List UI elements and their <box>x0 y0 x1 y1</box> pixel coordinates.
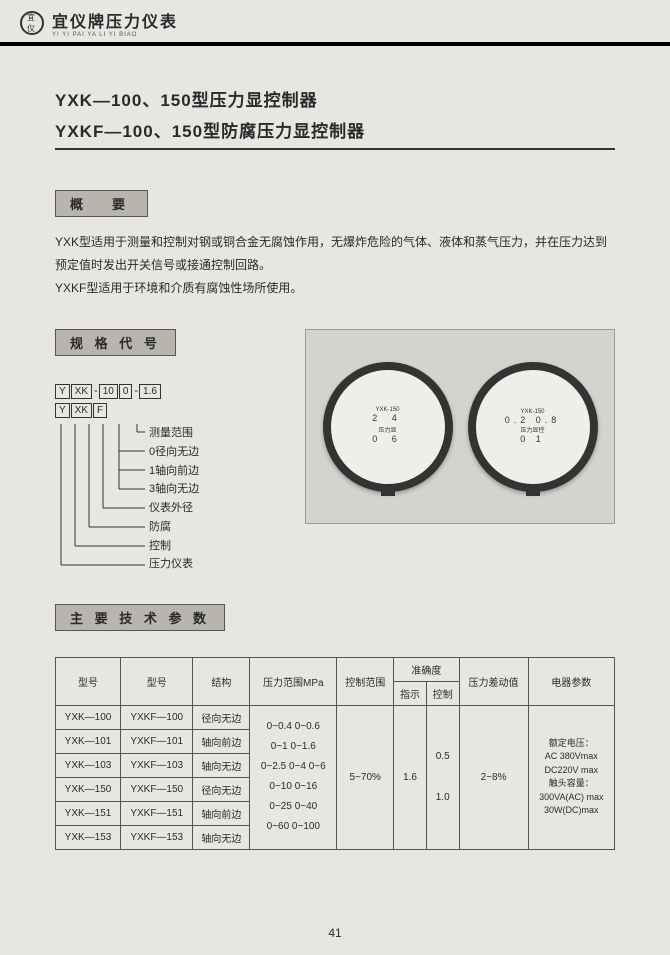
th-model1: 型号 <box>56 657 121 705</box>
overview-p1: YXK型适用于测量和控制对钢或铜合金无腐蚀作用，无爆炸危险的气体、液体和蒸气压力… <box>55 231 615 277</box>
code-box: F <box>93 403 107 418</box>
th-accuracy: 准确度 <box>394 657 459 681</box>
td-acc-ctrl: 0.5 1.0 <box>426 705 459 849</box>
th-ctrl-range: 控制范围 <box>337 657 394 705</box>
tree-item: 压力仪表 <box>55 555 285 574</box>
tree-item: 0径向无边 <box>55 443 285 462</box>
gauge-ticks: 2 4 <box>372 413 403 423</box>
gauge-2: YXK-150 0.2 0.8 压力显控 0 1 <box>468 362 598 492</box>
td: YXKF—100 <box>121 705 193 729</box>
td: YXK—101 <box>56 729 121 753</box>
td: 轴向无边 <box>193 825 250 849</box>
td: YXKF—153 <box>121 825 193 849</box>
td: 轴向无边 <box>193 753 250 777</box>
th-diff: 压力差动值 <box>459 657 528 705</box>
td: YXK—153 <box>56 825 121 849</box>
brand-name-en: YI YI PAI YA LI YI BIAO <box>52 32 178 38</box>
brand-logo <box>20 11 44 35</box>
code-box: XK <box>71 403 92 418</box>
th-struct: 结构 <box>193 657 250 705</box>
brand-name-cn: 宜仪牌压力仪表 <box>52 8 178 32</box>
th-acc-ctrl: 控制 <box>426 681 459 705</box>
code-tree: 测量范围 0径向无边 1轴向前边 3轴向无边 仪表外径 防腐 控制 压力仪表 <box>55 424 285 574</box>
gauge-ticks: 0.2 0.8 <box>505 415 561 425</box>
tree-item: 防腐 <box>55 518 285 537</box>
page-header: 宜仪牌压力仪表 YI YI PAI YA LI YI BIAO <box>0 0 670 46</box>
gauge-label: 压力显 <box>378 425 396 434</box>
code-box: Y <box>55 384 70 399</box>
td: 径向无边 <box>193 777 250 801</box>
td: YXK—100 <box>56 705 121 729</box>
gauge-1: YXK-150 2 4 压力显 0 6 <box>323 362 453 492</box>
code-row-2: YXKF <box>55 403 285 418</box>
tree-item: 1轴向前边 <box>55 462 285 481</box>
td-elec: 额定电压： AC 380Vmax DC220V max 触头容量： 300VA(… <box>528 705 614 849</box>
code-box: XK <box>71 384 92 399</box>
gauge-ticks: 0 1 <box>520 434 545 444</box>
code-box: Y <box>55 403 70 418</box>
td-range: 0~0.4 0~0.6 0~1 0~1.6 0~2.5 0~4 0~6 0~10… <box>250 705 337 849</box>
tree-item: 控制 <box>55 537 285 556</box>
td-acc-disp: 1.6 <box>394 705 427 849</box>
th-acc-disp: 指示 <box>394 681 427 705</box>
td: YXKF—151 <box>121 801 193 825</box>
title-line-1: YXK—100、150型压力显控制器 <box>55 86 615 111</box>
th-range: 压力范围MPa <box>250 657 337 705</box>
page-content: YXK—100、150型压力显控制器 YXKF—100、150型防腐压力显控制器… <box>0 46 670 850</box>
spec-code-block: 规 格 代 号 YXK-100-1.6 YXKF <box>55 329 285 574</box>
overview-p2: YXKF型适用于环境和介质有腐蚀性场所使用。 <box>55 277 615 300</box>
gauge-photo: YXK-150 2 4 压力显 0 6 YXK-150 0.2 0.8 压力显控… <box>305 329 615 524</box>
overview-text: YXK型适用于测量和控制对钢或铜合金无腐蚀作用，无爆炸危险的气体、液体和蒸气压力… <box>55 231 615 299</box>
td: 轴向前边 <box>193 801 250 825</box>
td-diff: 2~8% <box>459 705 528 849</box>
gauge-ticks: 0 6 <box>372 434 403 444</box>
code-box: 1.6 <box>139 384 161 399</box>
title-line-2: YXKF—100、150型防腐压力显控制器 <box>55 117 615 150</box>
td: YXKF—150 <box>121 777 193 801</box>
spec-code-heading: 规 格 代 号 <box>55 329 176 356</box>
code-box: 0 <box>119 384 133 399</box>
params-heading: 主 要 技 术 参 数 <box>55 604 225 631</box>
code-row-1: YXK-100-1.6 <box>55 384 285 399</box>
tree-item: 仪表外径 <box>55 499 285 518</box>
td: YXKF—103 <box>121 753 193 777</box>
page-number: 41 <box>328 926 341 940</box>
th-model2: 型号 <box>121 657 193 705</box>
table-row: YXK—100 YXKF—100 径向无边 0~0.4 0~0.6 0~1 0~… <box>56 705 615 729</box>
td: YXK—150 <box>56 777 121 801</box>
td: 轴向前边 <box>193 729 250 753</box>
code-box: 10 <box>99 384 118 399</box>
td: YXK—151 <box>56 801 121 825</box>
tree-item: 测量范围 <box>55 424 285 443</box>
gauge-label: 压力显控 <box>520 425 544 434</box>
tree-item: 3轴向无边 <box>55 480 285 499</box>
td: YXKF—101 <box>121 729 193 753</box>
mid-section: 规 格 代 号 YXK-100-1.6 YXKF <box>55 329 615 574</box>
th-elec: 电器参数 <box>528 657 614 705</box>
td: 径向无边 <box>193 705 250 729</box>
overview-heading: 概 要 <box>55 190 148 217</box>
td: YXK—103 <box>56 753 121 777</box>
params-table: 型号 型号 结构 压力范围MPa 控制范围 准确度 压力差动值 电器参数 指示 … <box>55 657 615 850</box>
table-header-row: 型号 型号 结构 压力范围MPa 控制范围 准确度 压力差动值 电器参数 <box>56 657 615 681</box>
td-ctrl-range: 5~70% <box>337 705 394 849</box>
